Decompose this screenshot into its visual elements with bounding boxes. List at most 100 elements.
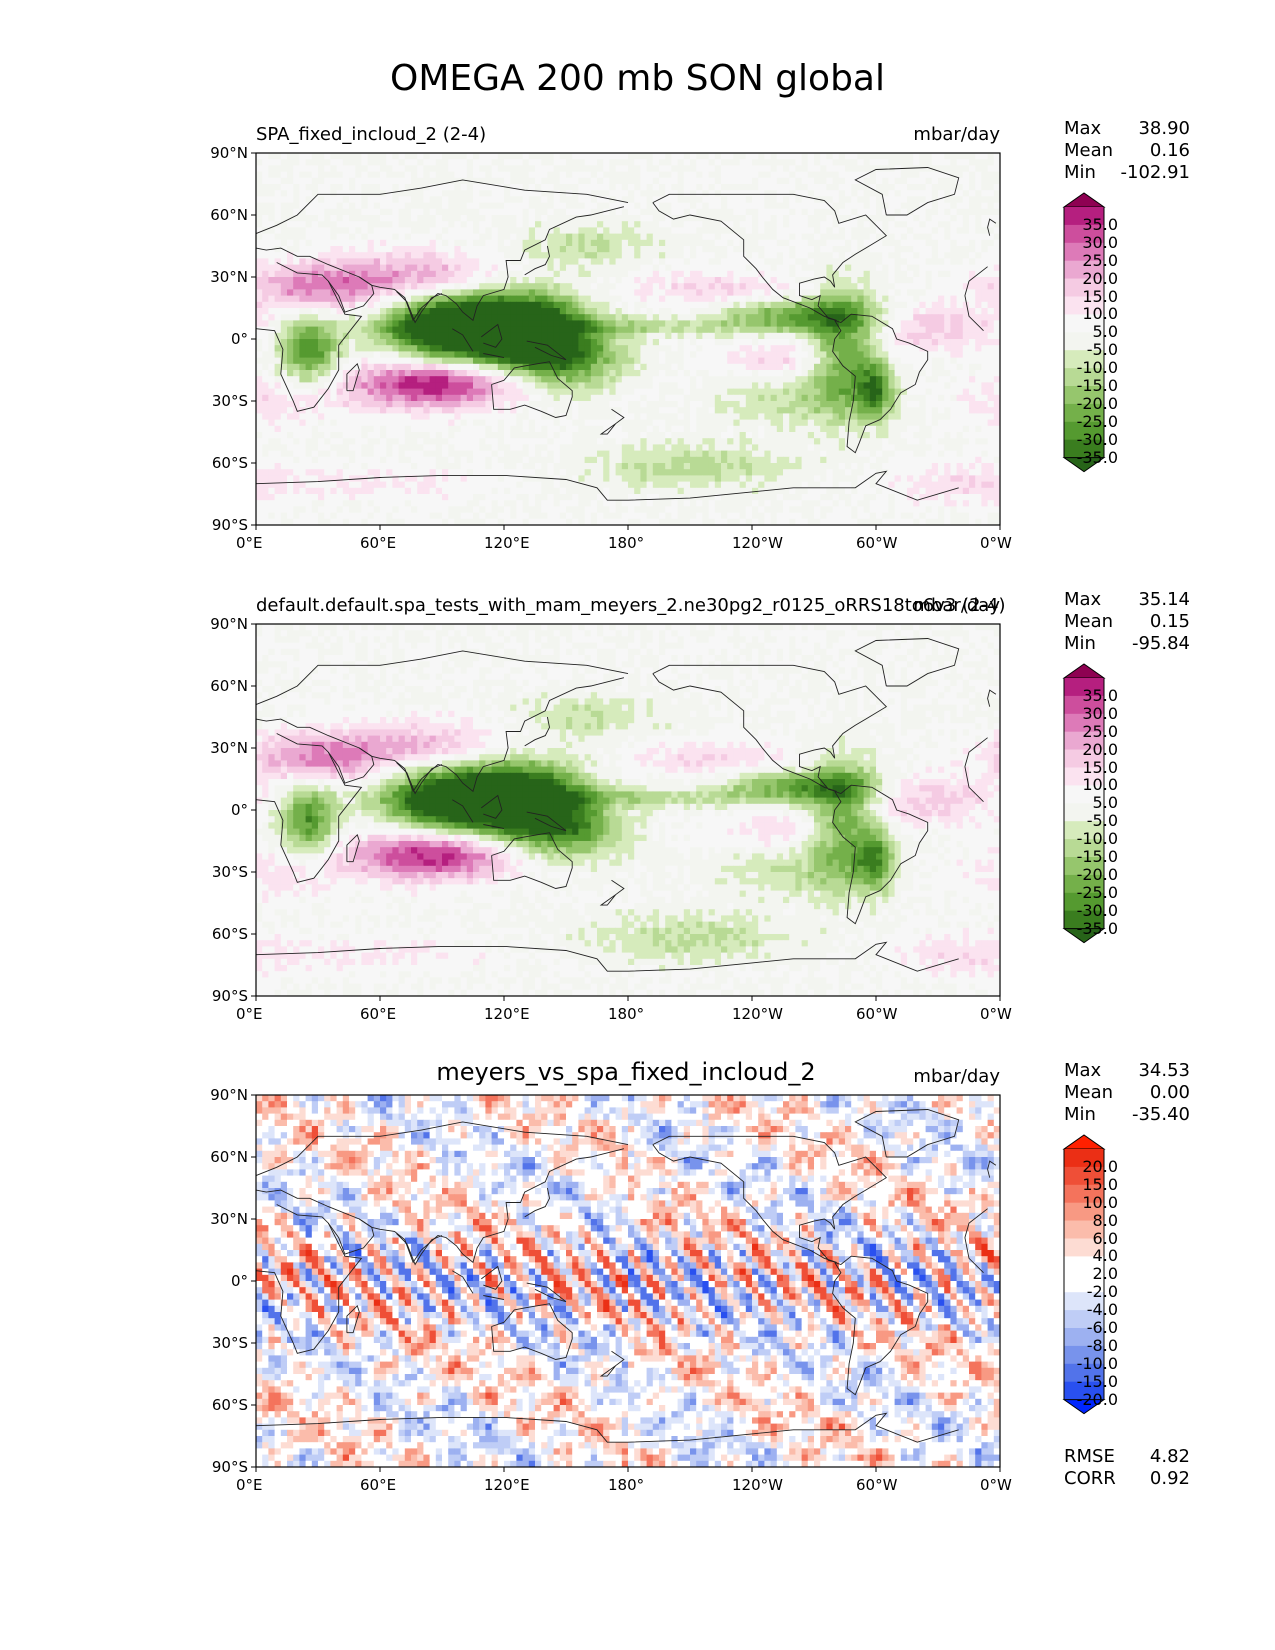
field-cell bbox=[895, 203, 902, 210]
field-cell bbox=[355, 165, 362, 172]
field-cell bbox=[529, 172, 536, 179]
field-cell bbox=[591, 215, 598, 222]
field-cell bbox=[640, 240, 647, 247]
field-cell bbox=[727, 172, 734, 179]
field-cell bbox=[312, 172, 319, 179]
field-cell bbox=[678, 153, 685, 160]
field-cell bbox=[516, 203, 523, 210]
field-cell bbox=[492, 240, 499, 247]
field-cell bbox=[535, 209, 542, 216]
field-cell bbox=[882, 178, 889, 185]
field-cell bbox=[727, 234, 734, 241]
field-cell bbox=[510, 172, 517, 179]
field-cell bbox=[777, 246, 784, 253]
field-cell bbox=[312, 165, 319, 172]
field-cell bbox=[709, 178, 716, 185]
field-cell bbox=[330, 165, 337, 172]
field-cell bbox=[975, 178, 982, 185]
field-cell bbox=[919, 215, 926, 222]
field-cell bbox=[454, 190, 461, 197]
field-cell bbox=[547, 196, 554, 203]
field-cell bbox=[541, 203, 548, 210]
field-cell bbox=[857, 190, 864, 197]
field-cell bbox=[597, 203, 604, 210]
field-cell bbox=[795, 234, 802, 241]
field-cell bbox=[709, 165, 716, 172]
field-cell bbox=[566, 159, 573, 166]
field-cell bbox=[628, 165, 635, 172]
field-cell bbox=[256, 172, 263, 179]
field-cell bbox=[647, 178, 654, 185]
field-cell bbox=[752, 153, 759, 160]
field-cell bbox=[926, 184, 933, 191]
field-cell bbox=[895, 209, 902, 216]
field-cell bbox=[771, 234, 778, 241]
field-cell bbox=[752, 215, 759, 222]
field-cell bbox=[628, 159, 635, 166]
field-cell bbox=[758, 215, 765, 222]
field-cell bbox=[560, 178, 567, 185]
field-cell bbox=[479, 196, 486, 203]
field-cell bbox=[306, 172, 313, 179]
field-cell bbox=[535, 246, 542, 253]
field-cell bbox=[436, 203, 443, 210]
field-cell bbox=[516, 227, 523, 234]
field-cell bbox=[640, 209, 647, 216]
field-cell bbox=[529, 221, 536, 228]
field-cell bbox=[777, 221, 784, 228]
field-cell bbox=[647, 153, 654, 160]
field-cell bbox=[640, 215, 647, 222]
field-cell bbox=[696, 227, 703, 234]
field-cell bbox=[268, 184, 275, 191]
field-cell bbox=[299, 221, 306, 228]
field-cell bbox=[851, 196, 858, 203]
field-cell bbox=[337, 184, 344, 191]
field-cell bbox=[374, 203, 381, 210]
field-cell bbox=[758, 240, 765, 247]
field-cell bbox=[833, 184, 840, 191]
field-cell bbox=[597, 165, 604, 172]
field-cell bbox=[833, 246, 840, 253]
field-cell bbox=[368, 215, 375, 222]
field-cell bbox=[758, 153, 765, 160]
field-cell bbox=[591, 240, 598, 247]
field-cell bbox=[380, 153, 387, 160]
field-cell bbox=[324, 184, 331, 191]
field-cell bbox=[374, 153, 381, 160]
field-cell bbox=[461, 165, 468, 172]
field-cell bbox=[783, 172, 790, 179]
field-cell bbox=[411, 159, 418, 166]
field-cell bbox=[926, 234, 933, 241]
field-cell bbox=[330, 203, 337, 210]
field-cell bbox=[647, 221, 654, 228]
field-cell bbox=[820, 240, 827, 247]
field-cell bbox=[275, 184, 282, 191]
field-cell bbox=[591, 159, 598, 166]
field-cell bbox=[901, 215, 908, 222]
field-cell bbox=[337, 196, 344, 203]
field-cell bbox=[392, 215, 399, 222]
field-cell bbox=[436, 227, 443, 234]
field-cell bbox=[634, 165, 641, 172]
field-cell bbox=[479, 234, 486, 241]
field-cell bbox=[845, 184, 852, 191]
field-cell bbox=[702, 240, 709, 247]
field-cell bbox=[826, 159, 833, 166]
field-cell bbox=[386, 159, 393, 166]
field-cell bbox=[479, 172, 486, 179]
field-cell bbox=[721, 209, 728, 216]
field-cell bbox=[386, 227, 393, 234]
field-cell bbox=[343, 153, 350, 160]
field-cell bbox=[423, 172, 430, 179]
field-cell bbox=[306, 184, 313, 191]
field-cell bbox=[851, 246, 858, 253]
field-cell bbox=[690, 246, 697, 253]
field-cell bbox=[944, 227, 951, 234]
field-cell bbox=[380, 246, 387, 253]
field-cell bbox=[349, 209, 356, 216]
field-cell bbox=[337, 172, 344, 179]
field-cell bbox=[950, 153, 957, 160]
field-cell bbox=[392, 196, 399, 203]
field-cell bbox=[535, 159, 542, 166]
field-cell bbox=[659, 221, 666, 228]
